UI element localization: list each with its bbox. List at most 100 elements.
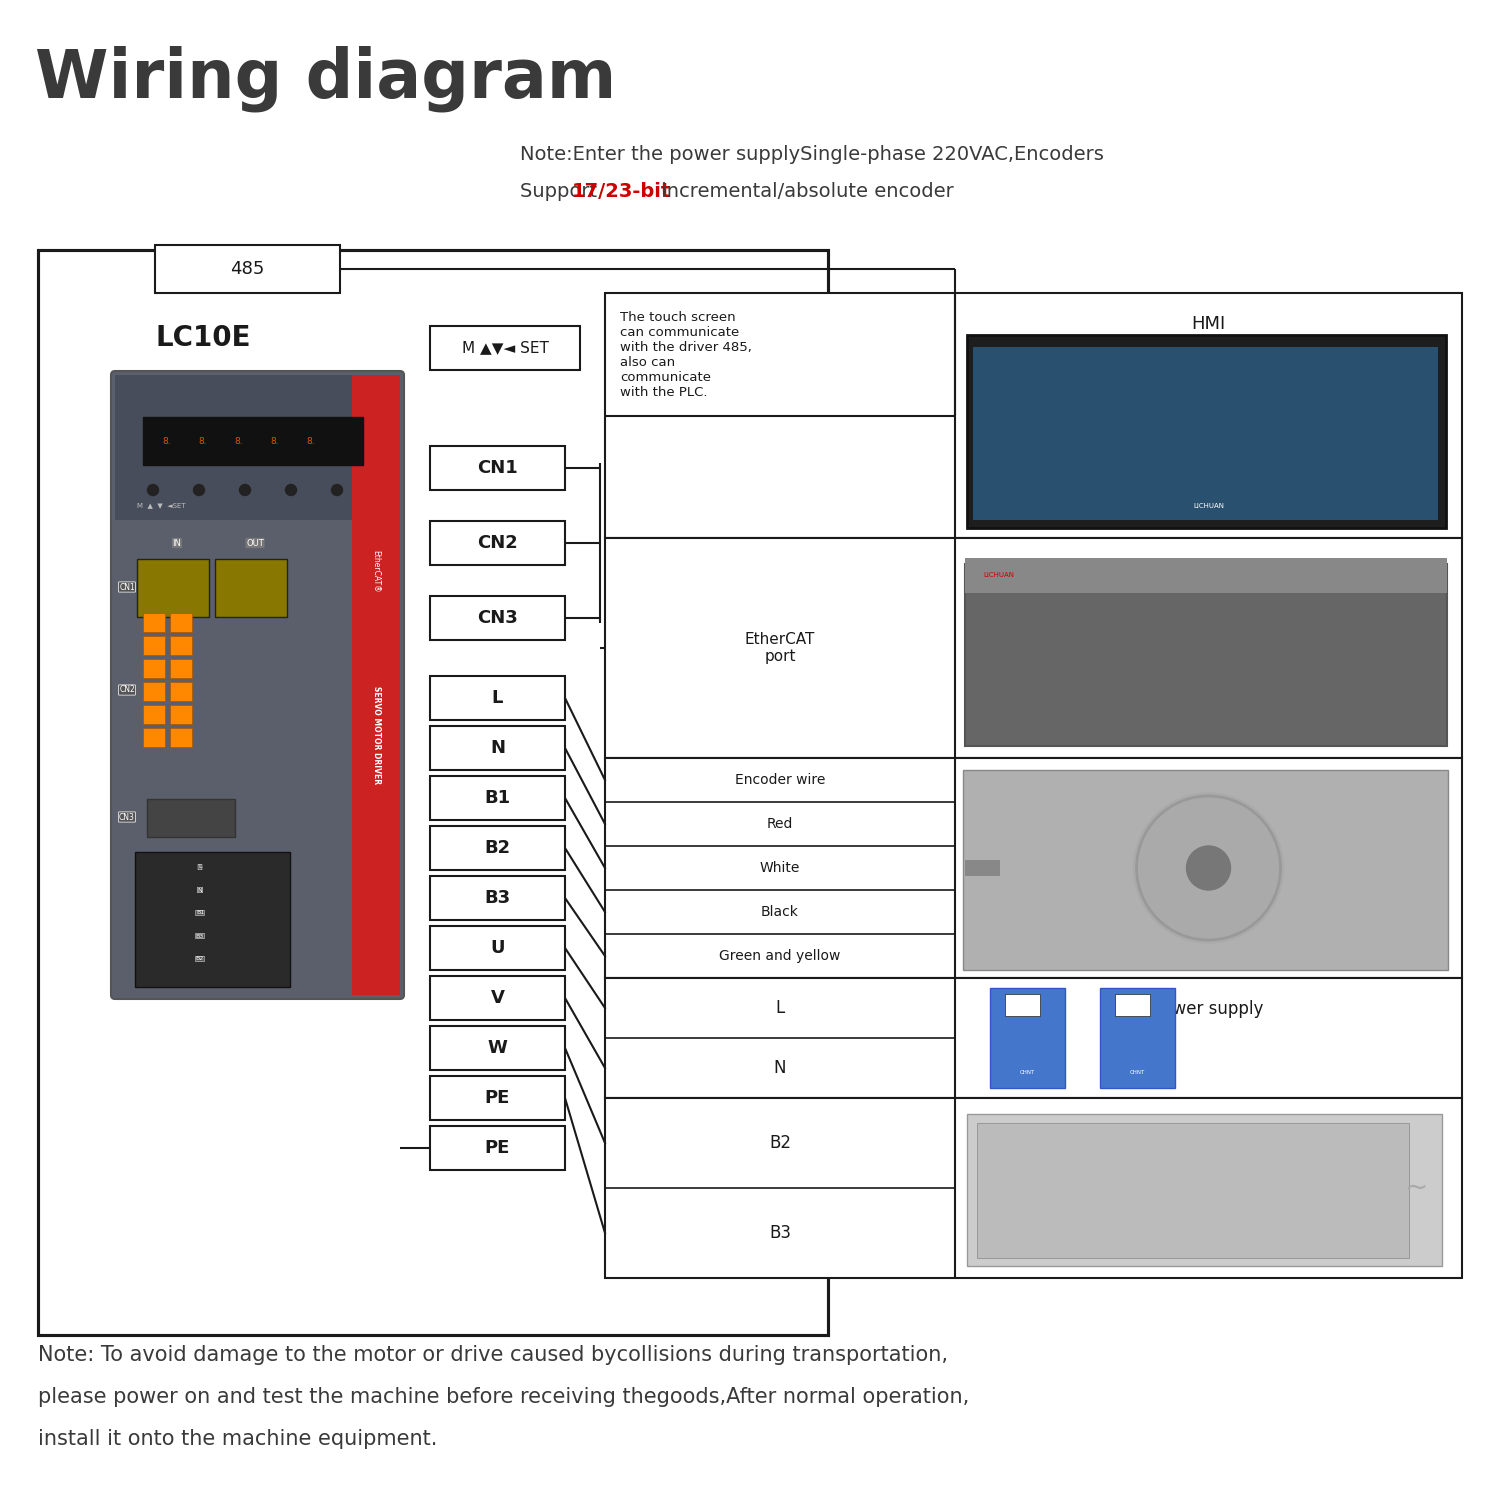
FancyBboxPatch shape — [111, 370, 404, 999]
Text: W: W — [488, 1040, 507, 1058]
Text: PE: PE — [484, 1089, 510, 1107]
Text: B3: B3 — [196, 933, 204, 939]
Text: White: White — [760, 861, 800, 874]
Text: please power on and test the machine before receiving thegoods,After normal oper: please power on and test the machine bef… — [38, 1388, 969, 1407]
Text: CHNT: CHNT — [1020, 1071, 1035, 1076]
Text: The touch screen
can communicate
with the driver 485,
also can
communicate
with : The touch screen can communicate with th… — [620, 310, 752, 399]
Bar — [430, 926, 566, 970]
Text: V: V — [490, 988, 504, 1006]
Text: EtherCAT®: EtherCAT® — [372, 550, 381, 592]
Bar — [136, 560, 209, 616]
Text: install it onto the machine equipment.: install it onto the machine equipment. — [38, 1430, 438, 1449]
Bar — [170, 728, 192, 747]
Text: SERVO MOTOR DRIVER: SERVO MOTOR DRIVER — [372, 686, 381, 784]
Text: CHNT: CHNT — [1130, 1071, 1144, 1076]
Bar — [147, 800, 236, 837]
Text: HMI: HMI — [1191, 315, 1225, 333]
Bar — [430, 1076, 566, 1120]
Text: Power supply: Power supply — [1154, 1000, 1263, 1018]
Text: CN2: CN2 — [477, 534, 518, 552]
Bar — [430, 596, 566, 640]
Text: L: L — [198, 864, 201, 870]
Text: B3: B3 — [770, 1224, 790, 1242]
Bar — [430, 976, 566, 1020]
Bar — [1100, 988, 1174, 1088]
Text: L: L — [492, 688, 502, 706]
Bar — [604, 538, 1462, 758]
Text: incremental/absolute encoder: incremental/absolute encoder — [656, 182, 954, 201]
Bar — [430, 776, 566, 820]
Bar — [142, 658, 165, 678]
Text: 485: 485 — [231, 260, 264, 278]
Bar — [142, 682, 165, 700]
Text: CN2: CN2 — [118, 686, 135, 694]
Text: PE: PE — [484, 1138, 510, 1156]
Text: M  ▲  ▼  ◄SET: M ▲ ▼ ◄SET — [136, 503, 186, 509]
Bar — [968, 1114, 1442, 1266]
Bar — [430, 827, 566, 870]
Bar — [154, 244, 340, 292]
Circle shape — [147, 484, 159, 495]
Text: 17/23-bit: 17/23-bit — [572, 182, 672, 201]
Text: CN3: CN3 — [118, 813, 135, 822]
Text: PLC: PLC — [1192, 560, 1225, 578]
Bar — [976, 1124, 1408, 1258]
Bar — [430, 726, 566, 770]
Text: Black: Black — [760, 904, 800, 920]
Circle shape — [332, 484, 342, 495]
Bar — [430, 1026, 566, 1069]
Bar — [170, 705, 192, 724]
Bar — [142, 705, 165, 724]
Text: B2: B2 — [484, 839, 510, 856]
Text: B2: B2 — [770, 1134, 790, 1152]
Text: Green and yellow: Green and yellow — [720, 950, 840, 963]
Text: N: N — [490, 740, 506, 758]
Text: Encoder wire: Encoder wire — [735, 772, 825, 788]
Bar — [116, 375, 400, 520]
Text: 8.: 8. — [198, 436, 207, 445]
Bar — [604, 978, 1462, 1098]
Text: CN1: CN1 — [477, 459, 518, 477]
Bar — [142, 728, 165, 747]
Text: L: L — [776, 999, 784, 1017]
Bar — [170, 658, 192, 678]
Text: B1: B1 — [196, 910, 204, 915]
Bar — [990, 988, 1065, 1088]
Text: EtherCAT
port: EtherCAT port — [746, 632, 814, 664]
Circle shape — [1186, 846, 1230, 889]
Bar — [38, 251, 828, 1335]
Text: Note:Enter the power supplySingle-phase 220VAC,Encoders: Note:Enter the power supplySingle-phase … — [520, 146, 1104, 164]
Circle shape — [194, 484, 204, 495]
Circle shape — [240, 484, 250, 495]
Circle shape — [285, 484, 297, 495]
Text: CN3: CN3 — [477, 609, 518, 627]
Circle shape — [1134, 794, 1284, 944]
Bar — [974, 346, 1438, 520]
Text: Red: Red — [766, 818, 794, 831]
Bar — [352, 375, 401, 994]
Text: Wiring diagram: Wiring diagram — [34, 45, 616, 111]
Text: M ▲▼◄ SET: M ▲▼◄ SET — [462, 340, 549, 356]
Text: Note: To avoid damage to the motor or drive caused bycollisions during transport: Note: To avoid damage to the motor or dr… — [38, 1346, 948, 1365]
Bar — [964, 564, 1448, 746]
Bar — [430, 876, 566, 920]
Bar — [142, 417, 363, 465]
Text: N: N — [774, 1059, 786, 1077]
Bar — [1005, 994, 1040, 1016]
Bar — [430, 676, 566, 720]
Bar — [142, 636, 165, 656]
Text: N: N — [198, 888, 202, 892]
Text: B3: B3 — [484, 890, 510, 908]
Text: B1: B1 — [484, 789, 510, 807]
Bar — [604, 1098, 1462, 1278]
Text: LICHUAN: LICHUAN — [982, 572, 1014, 578]
Bar — [964, 859, 1000, 876]
Text: 8.: 8. — [234, 436, 243, 445]
Text: Support: Support — [520, 182, 603, 201]
Bar — [604, 758, 1462, 978]
Bar — [214, 560, 286, 616]
Text: Brake resistance: Brake resistance — [1140, 1118, 1278, 1136]
Text: B2: B2 — [196, 957, 204, 962]
Bar — [142, 614, 165, 632]
Text: OUT: OUT — [246, 538, 264, 548]
